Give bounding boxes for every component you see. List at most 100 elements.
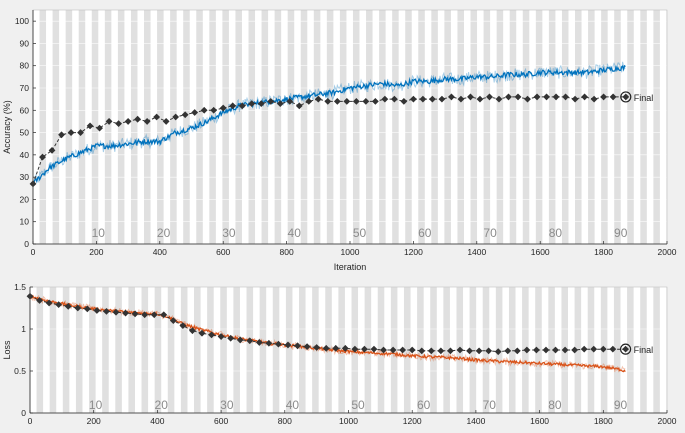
- epoch-band: [248, 10, 256, 244]
- x-tick-label: 800: [280, 247, 294, 257]
- validation-point: [181, 111, 189, 119]
- validation-point: [333, 97, 341, 105]
- validation-point: [313, 344, 321, 351]
- epoch-band: [196, 10, 203, 244]
- epoch-label: 60: [418, 226, 432, 240]
- validation-point: [533, 346, 540, 354]
- training-raw-line: [32, 61, 626, 186]
- validation-point: [332, 344, 340, 352]
- y-tick-label: 10: [20, 217, 30, 227]
- x-tick-label: 0: [31, 247, 36, 257]
- x-tick-label: 200: [87, 416, 101, 426]
- epoch-band: [39, 10, 47, 244]
- epoch-label: 80: [548, 398, 562, 412]
- validation-point: [86, 122, 94, 130]
- validation-point: [248, 100, 256, 107]
- validation-point: [562, 93, 569, 101]
- validation-point: [255, 339, 263, 346]
- epoch-band: [183, 10, 190, 244]
- epoch-band: [312, 287, 319, 413]
- y-tick-label: 30: [20, 172, 30, 182]
- epoch-band: [272, 287, 280, 413]
- epoch-band: [299, 287, 306, 413]
- epoch-band: [379, 10, 386, 244]
- validation-point: [418, 347, 426, 355]
- final-marker: [620, 91, 632, 103]
- validation-point: [389, 346, 397, 354]
- epoch-label: 90: [614, 226, 628, 240]
- validation-point: [371, 97, 379, 105]
- validation-point: [246, 337, 254, 345]
- validation-point: [257, 100, 265, 107]
- validation-point: [189, 327, 196, 335]
- epoch-label: 30: [220, 398, 234, 412]
- epoch-label: 10: [89, 398, 103, 412]
- validation-point: [219, 104, 227, 112]
- validation-point: [265, 339, 273, 347]
- validation-point: [419, 95, 427, 103]
- validation-point: [200, 106, 208, 114]
- validation-point: [581, 93, 588, 101]
- x-tick-label: 200: [89, 247, 103, 257]
- validation-point: [179, 322, 187, 330]
- x-tick-label: 1400: [466, 416, 485, 426]
- x-axis-label: Iteration: [334, 262, 367, 272]
- validation-point: [217, 333, 225, 340]
- y-tick-label: 0: [21, 408, 26, 418]
- y-tick-label: 50: [20, 128, 30, 138]
- validation-point: [599, 345, 607, 353]
- epoch-band: [405, 10, 412, 244]
- validation-point: [495, 95, 503, 103]
- validation-point: [504, 347, 512, 355]
- validation-point: [429, 95, 436, 103]
- epoch-band: [469, 287, 477, 413]
- validation-point: [208, 331, 215, 339]
- validation-point: [210, 106, 218, 114]
- x-tick-label: 1000: [341, 247, 360, 257]
- epoch-band: [444, 10, 451, 244]
- validation-point: [486, 93, 493, 101]
- x-tick-label: 1000: [339, 416, 358, 426]
- x-tick-label: 1600: [531, 247, 550, 257]
- epoch-band: [339, 10, 347, 244]
- validation-point: [543, 93, 550, 101]
- validation-point: [303, 343, 311, 351]
- epoch-band: [443, 287, 450, 413]
- validation-point: [169, 317, 177, 324]
- validation-point: [275, 340, 282, 348]
- epoch-band: [418, 10, 425, 244]
- epoch-label: 70: [483, 226, 497, 240]
- validation-point: [150, 311, 158, 319]
- epoch-band: [548, 287, 555, 413]
- validation-point: [467, 93, 474, 101]
- training-smoothed-line: [32, 64, 626, 186]
- validation-point: [466, 347, 473, 355]
- validation-point: [622, 93, 630, 101]
- validation-line: [29, 295, 626, 353]
- validation-point: [115, 120, 122, 128]
- validation-point: [552, 93, 560, 101]
- validation-point: [485, 347, 493, 355]
- validation-point: [361, 345, 368, 353]
- epoch-band: [274, 10, 282, 244]
- epoch-band: [285, 287, 293, 413]
- epoch-band: [91, 10, 99, 244]
- validation-point: [390, 95, 398, 103]
- validation-point: [131, 310, 139, 318]
- epoch-band: [154, 287, 162, 413]
- validation-point: [370, 345, 378, 353]
- x-tick-label: 1800: [594, 247, 613, 257]
- epoch-band: [535, 10, 543, 244]
- x-tick-label: 600: [216, 247, 230, 257]
- validation-point: [96, 124, 103, 132]
- validation-point: [494, 348, 502, 356]
- validation-point: [475, 347, 483, 355]
- validation-point: [476, 95, 484, 103]
- epoch-band: [144, 10, 151, 244]
- validation-point: [267, 97, 275, 105]
- epoch-label: 60: [417, 398, 431, 412]
- epoch-band: [587, 287, 595, 413]
- epoch-label: 80: [549, 226, 563, 240]
